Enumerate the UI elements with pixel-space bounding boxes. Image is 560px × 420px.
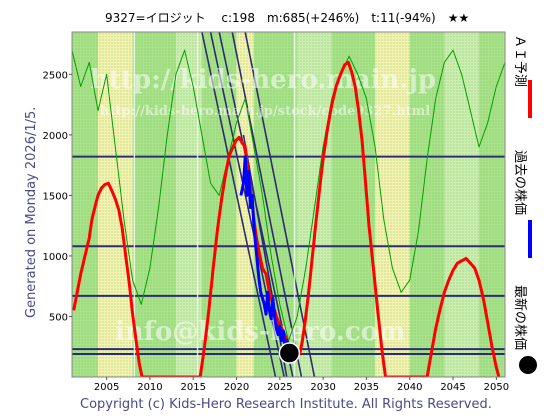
x-tick-label: 2005 — [94, 382, 119, 393]
legend-label-latest: 最新の株価 — [512, 285, 528, 350]
legend-item-latest-price: 最新の株価 — [512, 285, 537, 374]
y-tick-label: 500 — [49, 312, 68, 323]
legend-swatch-latest — [519, 356, 537, 374]
y-tick-label: 1000 — [43, 252, 68, 263]
x-tick: 2030 — [310, 377, 336, 393]
x-tick: 2005 — [94, 377, 119, 393]
legend-item-past-price: 過去の株価 — [512, 150, 532, 258]
x-tick: 2015 — [181, 377, 206, 393]
x-tick: 2040 — [397, 377, 422, 393]
x-tick-label: 2045 — [440, 382, 465, 393]
y-tick-label: 2000 — [43, 131, 68, 142]
watermark-url: http://kids-hero.main.jp — [90, 65, 436, 95]
watermark-email: info@kids-hero.com — [115, 317, 406, 347]
x-tick: 2020 — [224, 377, 249, 393]
y-tick: 1500 — [43, 191, 72, 202]
x-tick-label: 2050 — [484, 382, 509, 393]
x-tick-label: 2030 — [310, 382, 335, 393]
latest-price-marker — [278, 342, 301, 364]
watermark: http://kids-hero.main.jp http://kids-her… — [90, 65, 436, 347]
dot-texture — [72, 32, 505, 377]
trend-line — [242, 134, 288, 377]
copyright-footer: Copyright (c) Kids-Hero Research Institu… — [80, 397, 492, 412]
y-tick: 500 — [49, 312, 72, 323]
background-bands — [72, 32, 505, 377]
x-tick-label: 2025 — [267, 382, 292, 393]
y-axis-ticks: 500 1000 1500 2000 2500 — [43, 70, 72, 323]
trend-line — [244, 32, 316, 377]
legend-label-past: 過去の株価 — [512, 150, 527, 215]
legend-item-ai-forecast: ＡＩ予測 — [512, 35, 532, 118]
chart-title: 9327=イロジット c:198 m:685(+246%) t:11(-94%)… — [105, 11, 469, 25]
past-price-series — [239, 155, 290, 354]
plot-frame — [71, 31, 506, 378]
x-axis-ticks: 2005 2010 2015 2020 2025 2030 2035 2040 2045 2050 — [94, 377, 509, 393]
x-tick: 2050 — [484, 377, 509, 393]
x-tick-label: 2035 — [354, 382, 379, 393]
y-tick: 1000 — [43, 252, 72, 263]
y-tick-label: 2500 — [43, 70, 68, 81]
series-layer — [72, 49, 505, 377]
generated-label: Generated on Monday 2026/1/5. — [24, 107, 39, 318]
trend-line — [201, 32, 277, 377]
latest-price-layer — [278, 342, 301, 364]
x-tick: 2010 — [137, 377, 163, 393]
legend-label-ai: ＡＩ予測 — [512, 35, 527, 87]
y-tick: 2000 — [43, 131, 72, 142]
x-tick: 2035 — [354, 377, 379, 393]
x-tick: 2025 — [267, 377, 293, 393]
x-tick-label: 2040 — [397, 382, 422, 393]
y-tick: 2500 — [43, 70, 72, 81]
x-tick: 2045 — [440, 377, 466, 393]
watermark-page: http://kids-hero.main.jp/stock/code9327.… — [100, 104, 430, 119]
x-tick-label: 2015 — [181, 382, 206, 393]
legend: ＡＩ予測 過去の株価 最新の株価 — [512, 35, 537, 374]
y-tick-label: 1500 — [43, 191, 68, 202]
x-tick-label: 2010 — [137, 382, 162, 393]
trend-line — [231, 32, 303, 377]
x-tick-label: 2020 — [224, 382, 249, 393]
